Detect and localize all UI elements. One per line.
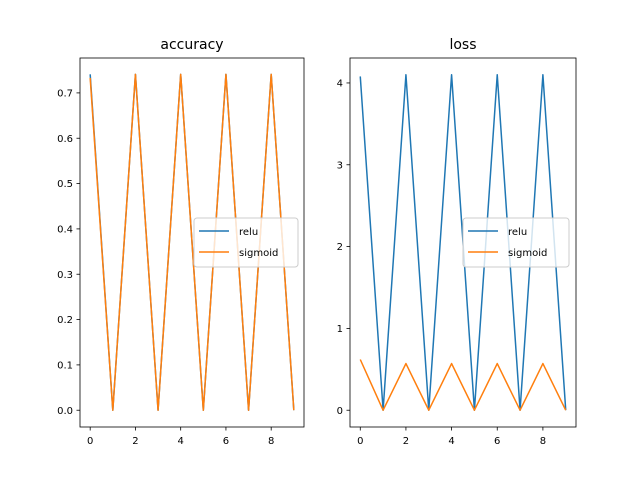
y-tick-label: 1 (337, 324, 343, 335)
legend-box (193, 217, 299, 268)
legend-label-relu: relu (508, 227, 527, 238)
x-tick-label: 2 (132, 436, 138, 447)
legend-label-sigmoid: sigmoid (508, 248, 547, 259)
y-tick-label: 0.3 (57, 270, 73, 281)
y-tick-label: 3 (337, 160, 343, 171)
y-tick-label: 0 (337, 406, 343, 417)
x-tick-label: 6 (494, 436, 500, 447)
legend: relu sigmoid (462, 217, 570, 268)
legend-box (462, 217, 570, 268)
axes-frame (79, 57, 305, 428)
x-tick-label: 8 (268, 436, 274, 447)
y-tick-label: 0.2 (57, 315, 73, 326)
accuracy-panel: accuracy 0 2 4 6 8 0.0 0.1 0.2 0.3 0.4 0.5 0.6 0.7 rel… (57, 37, 305, 447)
loss-panel: loss 0 2 4 6 8 0 1 2 3 4 relu sigmoid (337, 37, 577, 447)
series-line-sigmoid (359, 359, 567, 411)
y-tick-label: 0.4 (57, 225, 73, 236)
x-tick-label: 6 (223, 436, 229, 447)
x-tick-label: 0 (87, 436, 93, 447)
y-tick-label: 0.7 (57, 89, 73, 100)
chart-title: loss (449, 37, 476, 53)
y-tick-label: 0.0 (57, 406, 73, 417)
y-tick-label: 4 (337, 79, 343, 90)
y-tick-label: 0.6 (57, 134, 73, 145)
x-tick-label: 0 (357, 436, 363, 447)
x-tick-label: 4 (448, 436, 454, 447)
y-tick-label: 0.1 (57, 360, 73, 371)
x-tick-label: 8 (540, 436, 546, 447)
x-tick-label: 4 (177, 436, 183, 447)
legend: relu sigmoid (193, 217, 299, 268)
legend-label-relu: relu (239, 227, 258, 238)
chart-title: accuracy (160, 37, 223, 53)
y-tick-label: 2 (337, 242, 343, 253)
y-tick-label: 0.5 (57, 179, 73, 190)
axes-frame (349, 57, 577, 428)
x-tick-label: 2 (403, 436, 409, 447)
legend-label-sigmoid: sigmoid (239, 248, 278, 259)
